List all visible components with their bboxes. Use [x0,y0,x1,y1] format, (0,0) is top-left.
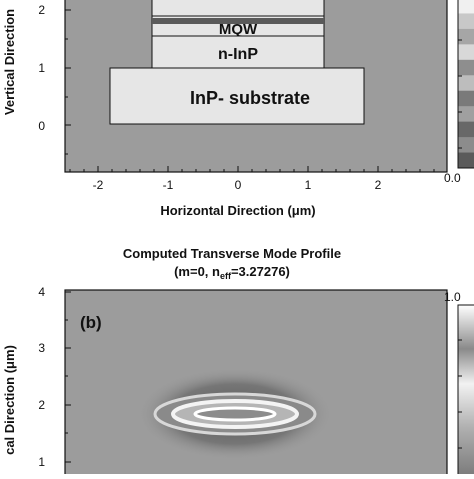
substrate-layer [109,67,365,125]
top-colorbar [458,0,474,169]
top-y-tick-1: 1 [38,61,45,75]
bottom-title-line2: (m=0, neff=3.27276) [174,264,290,281]
bottom-panel: Computed Transverse Mode Profile (m=0, n… [2,246,474,479]
bottom-colorbar [457,304,474,479]
top-colorbar-step [458,152,474,169]
top-colorbar-frame [457,0,474,169]
title-suffix: =3.27276) [231,264,290,279]
panel-label-b: (b) [80,313,102,332]
n-inp-label: n-InP [218,46,258,63]
bottom-y-tick-1: 1 [38,455,45,469]
bottom-y-axis [65,291,71,463]
bottom-y-tick-2: 2 [38,398,45,412]
top-colorbar-step [458,137,474,154]
top-x-tick-m1: -1 [163,178,174,192]
top-colorbar-step [458,106,474,123]
bottom-y-tick-3: 3 [38,341,45,355]
top-colorbar-tick-label: 0.0 [444,171,461,185]
mode-ring-inner [193,406,277,422]
top-x-tick-2: 2 [375,178,382,192]
mqw-stripe [152,18,324,24]
top-y-tick-2: 2 [38,3,45,17]
top-colorbar-step [458,90,474,107]
top-colorbar-step [458,13,474,30]
top-y-tick-0: 0 [38,119,45,133]
bottom-colorbar-tick-label: 1.0 [444,290,461,304]
top-colorbar-step [458,59,474,76]
top-x-axis [69,166,435,172]
mqw-label: MQW [219,21,258,38]
top-y-axis-label: Vertical Direction [2,9,17,115]
cap-layer [151,0,325,17]
bottom-y-axis-label: cal Direction (μm) [2,345,17,455]
top-x-tick-0: 0 [235,178,242,192]
top-colorbar-step [458,75,474,92]
bottom-colorbar-ticks [458,339,462,449]
title-prefix: (m=0, n [174,264,220,279]
top-x-tick-m2: -2 [93,178,104,192]
top-colorbar-ticks [458,39,462,149]
title-subscript: eff [220,271,232,281]
top-colorbar-step [458,44,474,61]
top-colorbar-step [458,0,474,14]
top-x-tick-1: 1 [305,178,312,192]
n-inp-layer [151,35,325,69]
top-colorbar-step [458,28,474,45]
top-colorbar-step [458,121,474,138]
bottom-y-tick-4: 4 [38,285,45,299]
bottom-title-line1: Computed Transverse Mode Profile [123,246,341,261]
top-y-axis [65,9,71,155]
top-panel: MQW n-InP InP- substrate 2 1 0 Vertical … [2,0,474,218]
substrate-label: InP- substrate [190,88,310,108]
top-x-axis-label: Horizontal Direction (μm) [160,203,315,218]
